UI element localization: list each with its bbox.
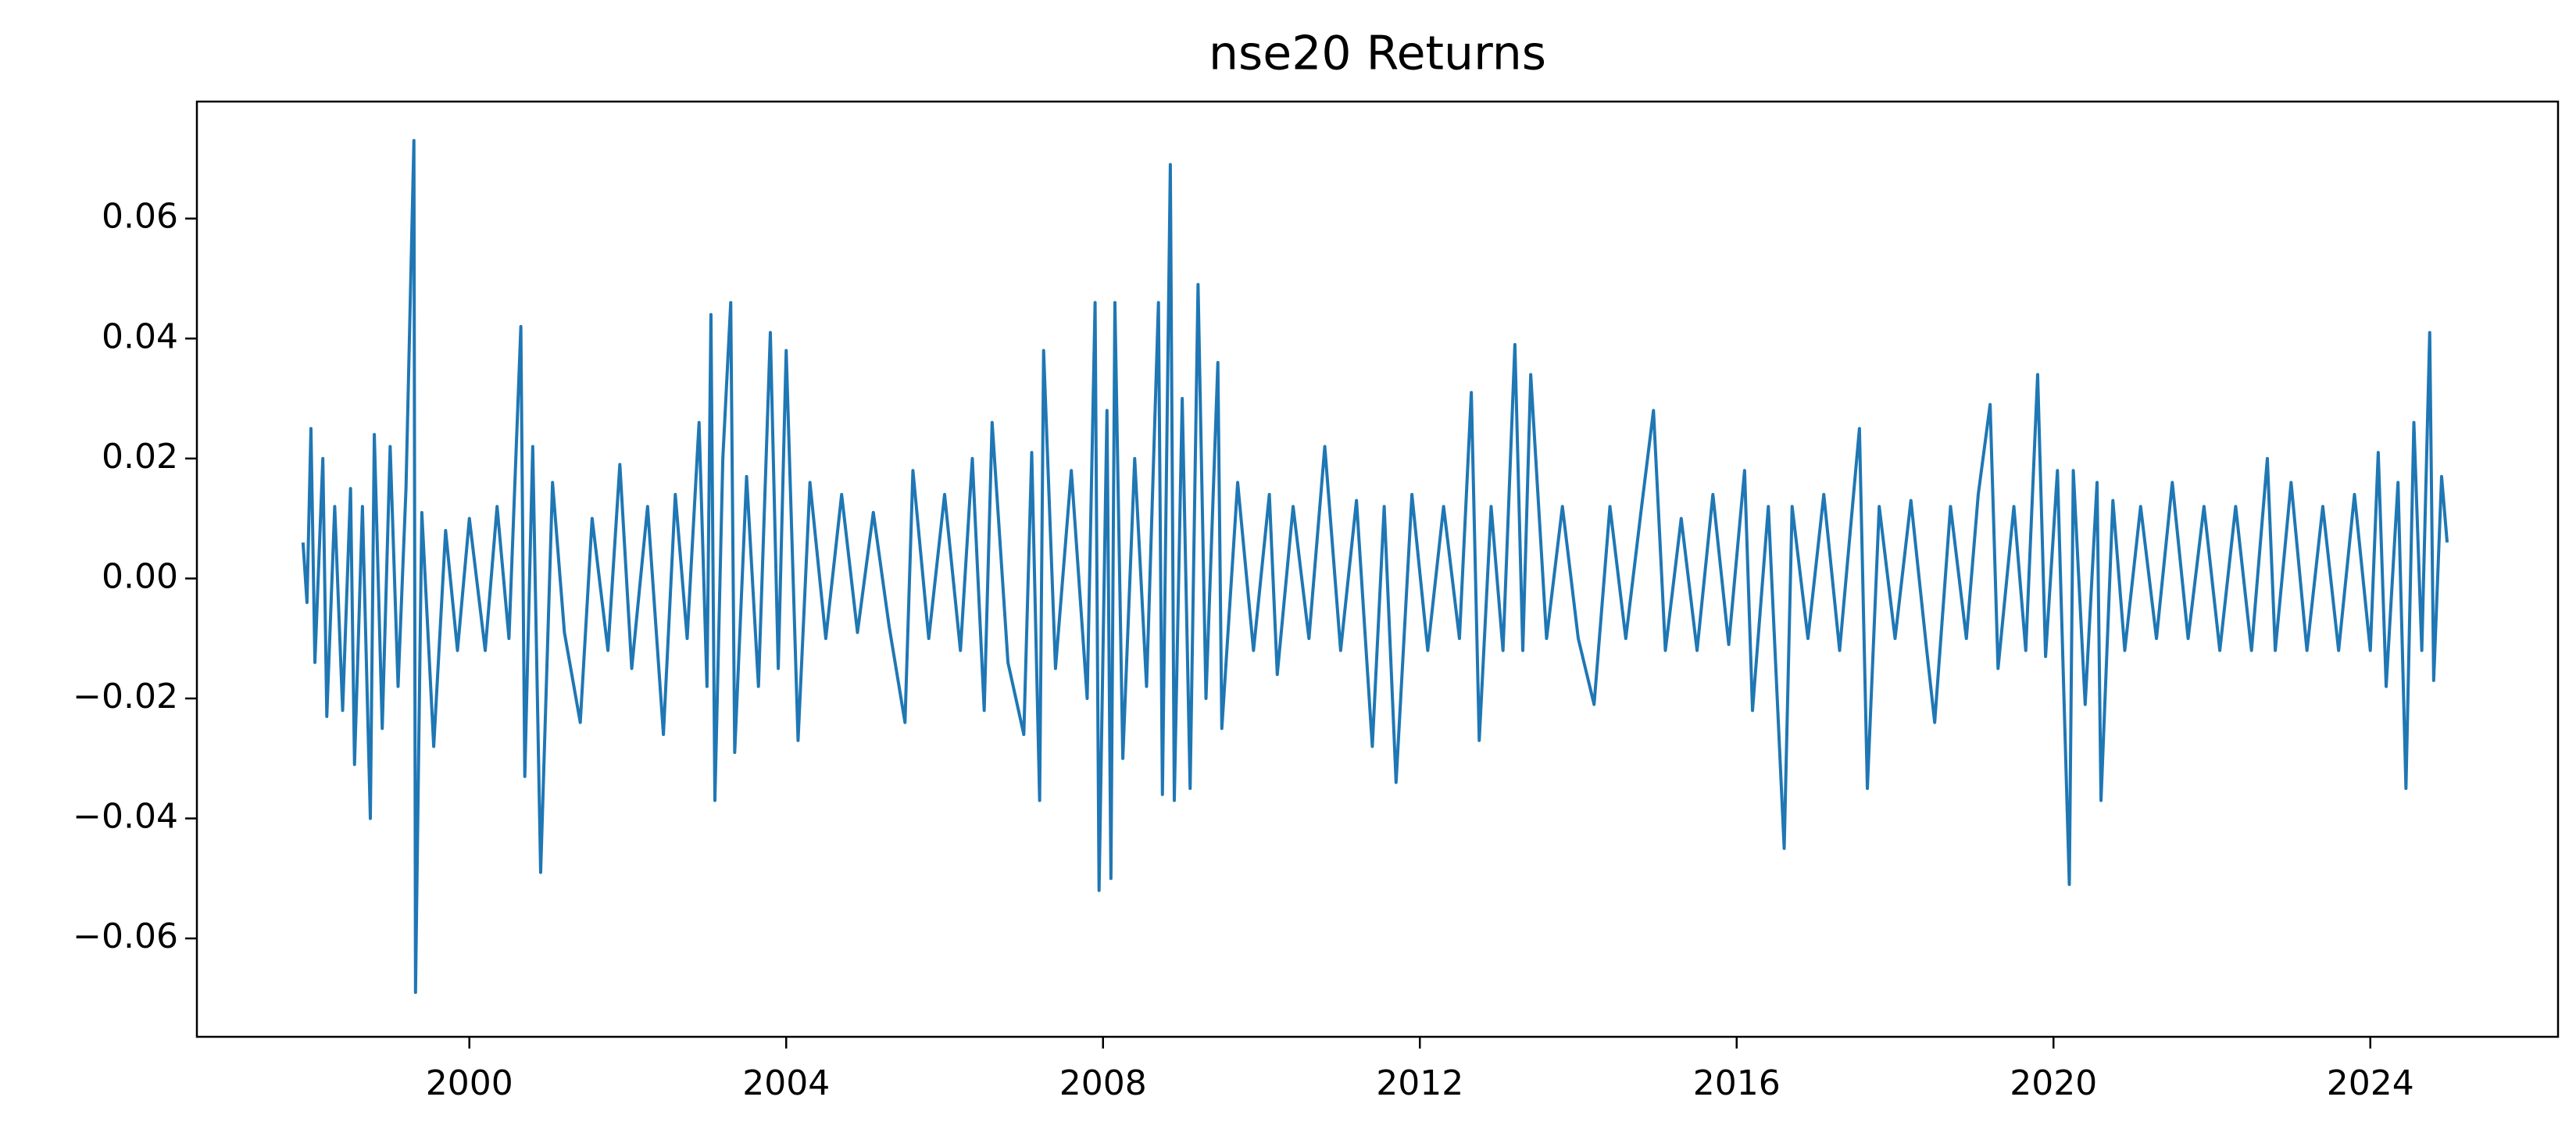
- x-tick-label: 2020: [2010, 1063, 2097, 1103]
- x-tick-label: 2016: [1693, 1063, 1781, 1103]
- x-tick-label: 2008: [1059, 1063, 1147, 1103]
- x-tick-label: 2024: [2327, 1063, 2414, 1103]
- y-tick-label: −0.02: [73, 677, 178, 716]
- chart-title: nse20 Returns: [1209, 27, 1546, 81]
- x-tick-label: 2004: [742, 1063, 830, 1103]
- x-tick-label: 2012: [1376, 1063, 1463, 1103]
- y-tick-label: −0.04: [73, 797, 178, 837]
- series-line: [301, 138, 2449, 995]
- plot-frame: [195, 100, 2560, 1038]
- y-tick-label: 0.02: [102, 437, 178, 477]
- y-tick-label: 0.06: [102, 197, 178, 237]
- y-tick-label: 0.00: [102, 556, 178, 596]
- y-tick-label: −0.06: [73, 916, 178, 956]
- y-tick-label: 0.04: [102, 316, 178, 356]
- x-tick-label: 2000: [426, 1063, 513, 1103]
